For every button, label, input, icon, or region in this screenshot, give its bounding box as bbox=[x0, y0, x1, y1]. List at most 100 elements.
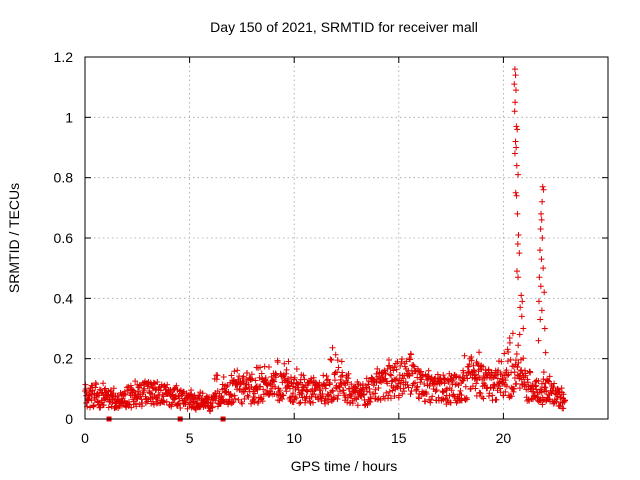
data-point bbox=[220, 374, 227, 381]
data-point bbox=[274, 359, 281, 366]
data-point bbox=[513, 123, 520, 130]
data-point bbox=[290, 399, 297, 406]
data-point bbox=[269, 383, 276, 390]
data-point bbox=[325, 399, 332, 406]
data-point bbox=[279, 396, 286, 403]
data-point bbox=[151, 401, 157, 408]
data-point bbox=[503, 383, 510, 390]
data-point bbox=[259, 398, 266, 405]
data-point bbox=[510, 388, 517, 395]
data-point bbox=[511, 369, 518, 376]
data-point bbox=[128, 404, 135, 411]
data-point bbox=[493, 396, 500, 403]
data-point bbox=[539, 401, 546, 408]
data-point bbox=[511, 374, 518, 381]
x-axis-ticks: 0 5 10 15 20 bbox=[81, 57, 511, 446]
data-point bbox=[283, 366, 290, 373]
data-point bbox=[234, 367, 241, 374]
data-point bbox=[249, 376, 256, 383]
data-point bbox=[394, 384, 401, 391]
data-point bbox=[276, 397, 283, 404]
data-point bbox=[133, 403, 140, 410]
data-point bbox=[322, 400, 329, 407]
data-point bbox=[382, 370, 389, 377]
data-point bbox=[539, 198, 546, 205]
data-point bbox=[412, 379, 419, 386]
data-point bbox=[338, 358, 345, 365]
data-point bbox=[130, 387, 137, 394]
data-point bbox=[387, 371, 394, 378]
data-point bbox=[395, 392, 402, 399]
data-point bbox=[248, 400, 255, 407]
data-point bbox=[326, 393, 333, 400]
data-point bbox=[245, 394, 252, 401]
data-point bbox=[410, 380, 417, 387]
data-point bbox=[517, 304, 524, 311]
data-point bbox=[254, 386, 261, 393]
data-point bbox=[413, 384, 420, 391]
data-point bbox=[169, 399, 176, 406]
data-point bbox=[279, 391, 286, 398]
data-point bbox=[398, 359, 405, 366]
data-point bbox=[538, 386, 545, 393]
data-point bbox=[207, 408, 214, 415]
data-point bbox=[512, 99, 519, 106]
data-point bbox=[514, 126, 521, 133]
data-point bbox=[265, 363, 272, 370]
data-point bbox=[408, 351, 415, 358]
data-point bbox=[493, 371, 500, 378]
data-point bbox=[514, 364, 521, 371]
data-point bbox=[397, 363, 404, 370]
data-point bbox=[89, 387, 96, 394]
data-point bbox=[441, 375, 448, 382]
data-point bbox=[515, 359, 522, 366]
data-point bbox=[324, 376, 331, 383]
data-point bbox=[354, 402, 361, 409]
data-point bbox=[291, 374, 298, 381]
data-point bbox=[184, 405, 191, 412]
data-point bbox=[534, 393, 541, 400]
data-point bbox=[228, 393, 235, 400]
data-point bbox=[226, 396, 233, 403]
data-point bbox=[473, 380, 480, 387]
y-tick-label: 0 bbox=[65, 411, 73, 427]
data-point bbox=[520, 355, 527, 362]
data-point bbox=[512, 72, 519, 79]
data-point bbox=[540, 369, 547, 376]
data-point bbox=[327, 356, 334, 363]
data-point bbox=[386, 362, 393, 369]
data-point bbox=[112, 400, 119, 407]
data-point bbox=[407, 356, 414, 363]
data-point bbox=[285, 358, 292, 365]
data-point bbox=[348, 381, 355, 388]
data-point bbox=[199, 390, 206, 397]
data-point bbox=[160, 393, 167, 400]
data-point bbox=[154, 378, 161, 385]
data-point bbox=[132, 378, 139, 385]
data-point bbox=[357, 382, 364, 389]
data-point bbox=[361, 391, 368, 398]
data-point bbox=[240, 373, 247, 380]
data-point bbox=[326, 380, 333, 387]
data-point bbox=[334, 369, 341, 376]
data-point bbox=[163, 384, 170, 391]
data-point bbox=[527, 369, 534, 376]
data-point bbox=[466, 361, 473, 368]
y-axis-label: SRMTID / TECUs bbox=[6, 183, 22, 293]
data-point bbox=[334, 357, 341, 364]
data-point bbox=[271, 378, 278, 385]
data-point bbox=[457, 387, 464, 394]
data-point bbox=[385, 356, 392, 363]
y-tick-label: 0.8 bbox=[54, 170, 74, 186]
data-point bbox=[275, 385, 282, 392]
data-point bbox=[401, 388, 408, 395]
data-point bbox=[276, 387, 283, 394]
data-point bbox=[232, 395, 239, 402]
data-point bbox=[149, 384, 156, 391]
data-point bbox=[87, 404, 94, 411]
data-point bbox=[292, 393, 299, 400]
data-point bbox=[551, 380, 558, 387]
data-point bbox=[423, 390, 430, 397]
x-axis-label: GPS time / hours bbox=[291, 458, 398, 474]
